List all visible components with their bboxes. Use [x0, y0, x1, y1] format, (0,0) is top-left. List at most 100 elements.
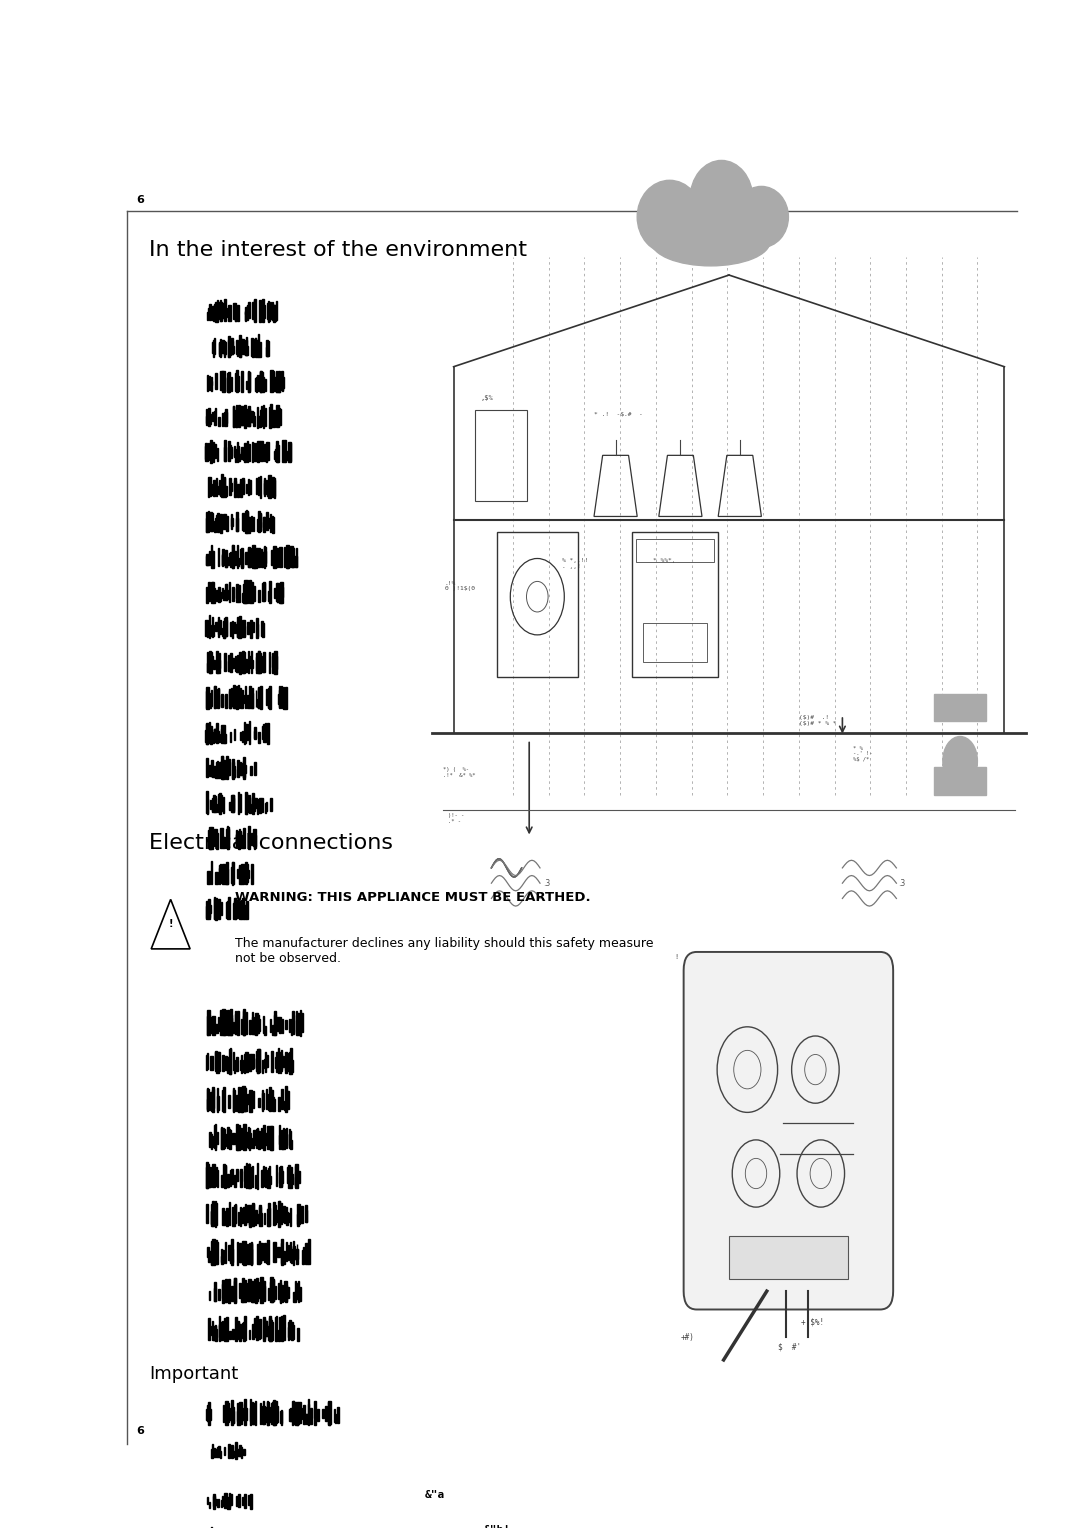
Bar [259, 410, 261, 426]
Bar [238, 1125, 240, 1151]
Bar [237, 1169, 239, 1181]
Bar [241, 1169, 242, 1181]
Bar [210, 1409, 211, 1420]
Bar [213, 1164, 215, 1187]
Bar [218, 688, 219, 707]
Bar [240, 732, 243, 741]
Bar [269, 581, 271, 602]
Bar [279, 590, 280, 597]
Bar [288, 1053, 291, 1071]
Bar [280, 582, 282, 604]
Bar [232, 686, 234, 709]
Bar [227, 1175, 229, 1187]
Bar [279, 691, 281, 707]
Bar [273, 1400, 275, 1426]
Bar [221, 1128, 224, 1149]
Bar [228, 1012, 230, 1033]
Bar [241, 448, 243, 458]
Bar [206, 723, 208, 744]
Bar [253, 1409, 254, 1421]
Bar [222, 628, 224, 636]
Bar [206, 1496, 208, 1504]
Bar [259, 376, 261, 391]
Bar [267, 341, 269, 356]
Bar [284, 1280, 286, 1302]
Bar [238, 1449, 240, 1456]
Bar [240, 652, 241, 674]
Bar [224, 837, 226, 848]
Bar [208, 550, 210, 565]
Bar [258, 688, 259, 707]
Bar [234, 480, 237, 492]
Bar [238, 685, 240, 709]
Bar [216, 762, 217, 775]
Bar [249, 619, 252, 639]
Bar [231, 518, 232, 526]
Bar [234, 897, 237, 918]
Bar [247, 1206, 248, 1221]
Text: *) (  %-
.!*  &* %*: *) ( %- .!* &* %* [443, 767, 475, 778]
Bar [218, 1445, 220, 1458]
Bar [267, 1209, 269, 1225]
Bar [206, 1163, 208, 1189]
Text: !: ! [168, 920, 173, 929]
Bar [265, 1135, 267, 1144]
Bar [232, 862, 233, 885]
Bar [262, 1169, 265, 1184]
Bar [207, 1247, 208, 1258]
Bar [225, 299, 226, 321]
Bar [276, 584, 278, 601]
Bar [256, 1019, 257, 1034]
Bar [251, 651, 253, 674]
Bar [281, 582, 283, 604]
Text: !   &" ##$%    &' ()*: ! &" ##$% &' ()* [675, 953, 765, 960]
Bar [212, 582, 214, 602]
Bar [228, 1060, 229, 1070]
Bar [260, 440, 262, 461]
Bar [208, 1170, 211, 1187]
Bar [256, 478, 257, 494]
Bar [246, 510, 247, 533]
Bar [292, 1250, 294, 1261]
Bar [282, 1239, 283, 1265]
Ellipse shape [651, 217, 770, 266]
Bar [272, 652, 274, 674]
Bar [221, 339, 224, 353]
Bar [262, 1280, 265, 1299]
Bar [230, 1016, 232, 1036]
Bar [222, 413, 224, 426]
Bar [245, 345, 248, 356]
Bar [291, 1322, 293, 1340]
Bar [288, 443, 291, 463]
Bar [266, 512, 268, 530]
Bar [258, 1248, 260, 1264]
Bar [255, 339, 258, 356]
Bar [268, 475, 271, 498]
Bar [244, 405, 246, 428]
Bar [231, 874, 233, 883]
Bar [247, 547, 251, 567]
Bar [246, 798, 249, 813]
Bar [224, 341, 225, 358]
Bar [252, 593, 254, 602]
Bar [233, 903, 235, 918]
Bar [238, 759, 239, 778]
Bar [242, 1060, 243, 1073]
Bar [268, 1204, 270, 1225]
Bar [227, 902, 228, 918]
Bar [274, 1415, 275, 1423]
Bar [271, 657, 273, 668]
Bar [292, 1012, 294, 1034]
Bar [280, 1169, 282, 1187]
Bar [306, 1210, 307, 1222]
Bar [224, 1086, 225, 1111]
Bar [288, 443, 291, 461]
Bar [255, 377, 257, 391]
Bar [232, 1134, 235, 1144]
Bar [245, 446, 247, 460]
Bar [235, 584, 238, 602]
Bar [235, 454, 237, 461]
Bar [221, 726, 224, 743]
Bar [221, 1256, 222, 1264]
Bar [222, 1250, 225, 1264]
